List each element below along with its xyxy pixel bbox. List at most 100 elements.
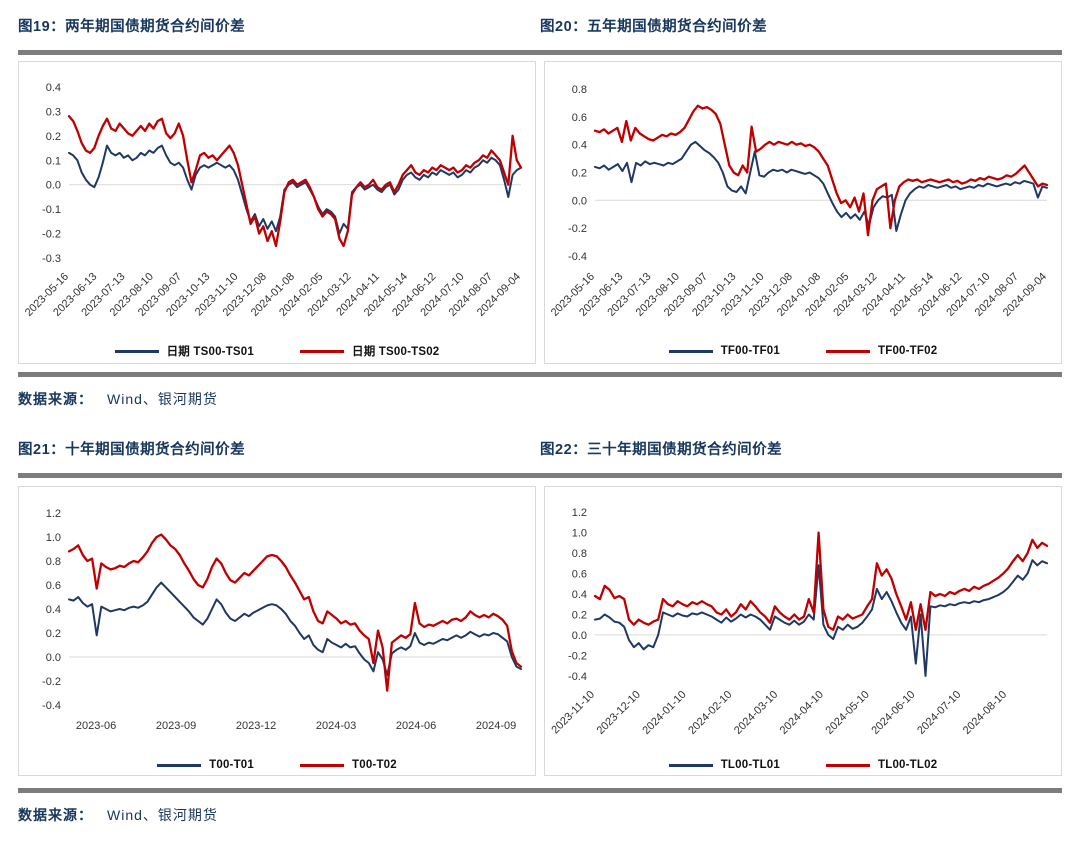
y-tick-label: 0.0 <box>46 180 61 192</box>
y-tick-label: -0.2 <box>42 676 61 688</box>
y-tick-label: 0.8 <box>572 84 587 96</box>
divider-bar <box>18 50 1062 55</box>
fig20-legend: TF00-TF01 TF00-TF02 <box>545 334 1061 368</box>
legend-item: TL00-TL02 <box>826 759 937 771</box>
chart-box-fig21: 1.2 1.0 0.8 0.6 0.4 0.2 0.0 -0.2 -0.4 2023-06 2023… <box>18 486 536 776</box>
y-tick-label: 0.6 <box>572 112 587 124</box>
y-tick-label: 0.0 <box>46 652 61 664</box>
line-series <box>68 144 522 235</box>
y-tick-label: 0.4 <box>572 140 587 152</box>
legend-label: T00-T01 <box>209 759 254 771</box>
line-series <box>594 140 1048 232</box>
legend-line-swatch <box>300 349 344 353</box>
x-tick-label: 2024-03 <box>316 720 356 732</box>
y-tick-label: 0.6 <box>572 569 587 581</box>
legend-label: TL00-TL01 <box>720 759 780 771</box>
x-tick-label: 2024-02-10 <box>686 689 734 737</box>
x-tick-label: 2024-08-10 <box>961 689 1009 737</box>
chart-box-fig19: 0.4 0.3 0.2 0.1 0.0 -0.1 -0.2 -0.3 2023-05-16 202… <box>18 61 536 364</box>
x-tick-label: 2023-12 <box>236 720 276 732</box>
x-tick-label: 2024-04-10 <box>778 689 826 737</box>
fig22-line-chart: 1.2 1.0 0.8 0.6 0.4 0.2 0.0 -0.2 -0.4 2023-11-10 2… <box>545 487 1061 750</box>
y-tick-label: -0.4 <box>42 700 61 712</box>
y-tick-label: 0.4 <box>572 589 587 601</box>
data-source-line-bottom: 数据来源： Wind、银河期货 <box>18 805 1062 825</box>
legend-line-swatch <box>668 349 713 353</box>
y-tick-label: 0.8 <box>46 556 61 568</box>
x-tick-label: 2023-06 <box>76 720 116 732</box>
fig19-legend: 日期 TS00-TS01 日期 TS00-TS02 <box>19 334 535 368</box>
x-tick-label: 2024-05-10 <box>824 689 872 737</box>
chart-svg: 0.80.60.40.20.0-0.2-0.42023-05-162023-06… <box>549 84 1049 319</box>
x-tick-label: 2023-09 <box>156 720 196 732</box>
y-tick-label: 0.6 <box>46 580 61 592</box>
figure-section-top: 图19：两年期国债期货合约间价差 图20：五年期国债期货合约间价差 0.4 0.3… <box>0 0 1080 409</box>
y-tick-label: -0.2 <box>568 650 587 662</box>
fig19-line-chart: 0.4 0.3 0.2 0.1 0.0 -0.1 -0.2 -0.3 2023-05-16 202… <box>19 62 535 334</box>
legend-label: TF00-TF02 <box>878 345 938 357</box>
x-tick-label: 2024-09 <box>476 720 516 732</box>
x-tick-label: 2024-01-10 <box>640 689 688 737</box>
charts-row-bottom: 1.2 1.0 0.8 0.6 0.4 0.2 0.0 -0.2 -0.4 2023-06 2023… <box>18 486 1062 776</box>
divider-bar <box>18 473 1062 478</box>
legend-label: 日期 TS00-TS01 <box>166 346 254 358</box>
charts-row-top: 0.4 0.3 0.2 0.1 0.0 -0.1 -0.2 -0.3 2023-05-16 202… <box>18 61 1062 364</box>
legend-line-swatch <box>114 349 159 353</box>
figure-20-title: 图20：五年期国债期货合约间价差 <box>540 19 768 35</box>
legend-line-swatch <box>157 763 202 767</box>
y-tick-label: 1.2 <box>572 507 587 519</box>
y-tick-label: -0.2 <box>568 223 587 235</box>
x-tick-label: 2024-07-10 <box>915 689 963 737</box>
chart-svg: 1.21.00.80.60.40.20.0-0.2-0.42023-11-102… <box>549 507 1049 737</box>
legend-item: TL00-TL01 <box>668 759 780 771</box>
y-tick-label: 0.2 <box>46 628 61 640</box>
legend-item: TF00-TF02 <box>826 345 937 357</box>
legend-item: T00-T02 <box>300 759 397 771</box>
line-series <box>68 581 522 676</box>
legend-item: 日期 TS00-TS02 <box>300 343 439 359</box>
legend-item: T00-T01 <box>157 759 254 771</box>
line-series <box>67 533 523 692</box>
divider-bar <box>18 372 1062 377</box>
y-tick-label: 1.0 <box>572 528 587 540</box>
legend-item: 日期 TS00-TS01 <box>114 343 254 359</box>
y-tick-label: 0.0 <box>572 630 587 642</box>
data-source-label: 数据来源： <box>18 807 93 823</box>
y-tick-label: 1.2 <box>46 508 61 520</box>
y-tick-label: -0.4 <box>568 671 587 683</box>
fig20-line-chart: 0.8 0.6 0.4 0.2 0.0 -0.2 -0.4 2023-05-16 2023-06… <box>545 62 1061 334</box>
fig22-legend: TL00-TL01 TL00-TL02 <box>545 750 1061 780</box>
y-tick-label: 0.4 <box>46 604 61 616</box>
chart-box-fig20: 0.8 0.6 0.4 0.2 0.0 -0.2 -0.4 2023-05-16 2023-06… <box>544 61 1062 364</box>
y-tick-label: 0.8 <box>572 548 587 560</box>
y-tick-label: 0.0 <box>572 195 587 207</box>
legend-line-swatch <box>668 763 713 767</box>
line-series <box>594 559 1048 677</box>
y-tick-label: -0.3 <box>42 253 61 265</box>
y-tick-label: -0.4 <box>568 251 587 263</box>
figure-21-title: 图21：十年期国债期货合约间价差 <box>18 442 246 458</box>
legend-item: TF00-TF01 <box>668 345 780 357</box>
line-series <box>593 531 1049 631</box>
legend-line-swatch <box>826 349 870 353</box>
y-tick-label: 0.4 <box>46 82 61 94</box>
data-source-value: Wind、银河期货 <box>107 807 218 823</box>
x-tick-label: 2023-12-10 <box>595 689 643 737</box>
fig21-legend: T00-T01 T00-T02 <box>19 750 535 780</box>
chart-box-fig22: 1.2 1.0 0.8 0.6 0.4 0.2 0.0 -0.2 -0.4 2023-11-10 2… <box>544 486 1062 776</box>
legend-label: TL00-TL02 <box>878 759 938 771</box>
y-tick-label: 1.0 <box>46 532 61 544</box>
y-tick-label: 0.2 <box>46 131 61 143</box>
data-source-line-top: 数据来源： Wind、银河期货 <box>18 389 1062 409</box>
chart-svg: 0.40.30.20.10.0-0.1-0.2-0.32023-05-16202… <box>23 82 523 319</box>
figure-19-title: 图19：两年期国债期货合约间价差 <box>18 19 246 35</box>
data-source-value: Wind、银河期货 <box>107 391 218 407</box>
legend-line-swatch <box>826 763 870 767</box>
y-tick-label: 0.2 <box>572 610 587 622</box>
report-page: 图19：两年期国债期货合约间价差 图20：五年期国债期货合约间价差 0.4 0.3… <box>0 0 1080 825</box>
line-series <box>67 115 523 248</box>
titles-row-bottom: 图21：十年期国债期货合约间价差 图22：三十年期国债期货合约间价差 <box>0 439 1080 461</box>
y-tick-label: -0.1 <box>42 204 61 216</box>
figure-section-bottom: 图21：十年期国债期货合约间价差 图22：三十年期国债期货合约间价差 1.2 1.… <box>0 439 1080 825</box>
titles-row-top: 图19：两年期国债期货合约间价差 图20：五年期国债期货合约间价差 <box>0 16 1080 38</box>
